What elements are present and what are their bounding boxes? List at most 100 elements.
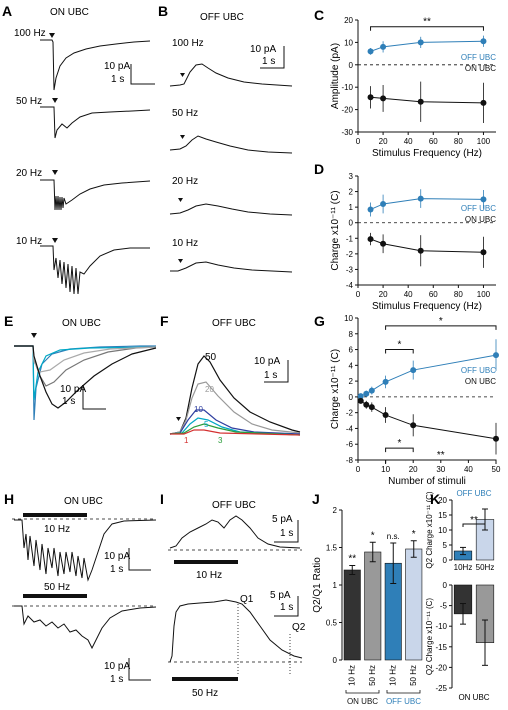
panel-a-letter: A [2,3,12,19]
data-point [480,249,487,256]
trace-e-3 [14,345,157,387]
y-tick-label: 10 [344,314,353,323]
data-point [367,206,374,213]
data-point [480,196,487,203]
data-point [410,422,417,429]
y-tick-label: -5 [440,602,448,611]
scale-i1-pa: 5 pA [272,514,293,525]
data-point [357,393,364,400]
significance-label: * [439,316,443,327]
trace-f-label-20: 20 [205,385,214,394]
trace-label-100hz: 100 Hz [172,38,204,49]
trace-f-label-1: 1 [184,436,189,445]
y-tick-label: 8 [349,330,354,339]
panel-a-title: ON UBC [50,7,89,18]
data-point [493,435,499,442]
y-tick-label: -10 [435,622,447,631]
significance-label: ** [470,515,478,526]
data-point [417,247,424,254]
chart-k2: -25 -20 -15 -10 -5 0 Q2 Charge x10⁻¹¹ (C) ON UB… [425,581,495,702]
stim-bar-50hz [172,677,238,681]
y-tick-label: 15 [438,511,447,520]
scale-bar-a [130,64,155,85]
x-tick-label: 40 [404,290,413,299]
y-tick-label: 10 [344,38,353,47]
data-point [480,99,487,106]
x-tick-label: 100 [477,290,491,299]
trace-e-5 [14,345,157,409]
group-label: OFF UBC [386,697,421,706]
stim-bar-50hz [23,594,87,598]
x-tick-label: 20 [409,465,418,474]
data-point [417,39,424,46]
stim-marker [176,417,181,421]
x-tick-label: 0 [356,290,361,299]
scale-h2-pa: 10 pA [104,661,130,672]
series-line [370,198,484,210]
trace-off-100hz [169,63,293,87]
y-axis-label: Q2/Q1 Ratio [312,557,323,613]
trace-f-50 [169,355,301,435]
stim-label-10hz: 10 Hz [196,570,222,581]
scale-a-s: 1 s [111,74,124,85]
panel-c: C -30 -20 -10 0 10 20 0 20 40 60 80 100 Stimulus Fre… [314,7,496,159]
significance-bracket [385,447,414,453]
trace-label-50hz: 50 Hz [16,96,42,107]
significance-label: ** [423,17,431,28]
x-tick-label: 50 Hz [368,665,377,686]
x-tick-label: 60 [429,290,438,299]
y-axis-label: Charge x10⁻¹¹ (C) [330,190,341,270]
x-axis-label: ON UBC [458,693,489,702]
y-tick-label: 0 [349,393,354,402]
y-tick-label: -4 [346,281,354,290]
y-tick-label: 0 [443,556,448,565]
y-tick-label: -30 [341,128,353,137]
bar [405,548,423,661]
y-tick-label: 20 [344,16,353,25]
x-tick-label: 10Hz [454,563,473,572]
y-tick-label: 6 [349,346,354,355]
trace-on-100hz [40,39,151,91]
trace-on-10hz [40,245,150,295]
trace-f-5 [169,417,301,436]
trace-h-50hz [14,605,157,650]
x-tick-label: 20 [379,137,388,146]
x-tick-label: 20 [379,290,388,299]
scale-bar-i2 [274,596,299,617]
y-tick-label: 10 [438,526,447,535]
trace-off-50hz [169,135,293,154]
y-tick-label: 20 [438,496,447,505]
trace-i-50hz [169,599,303,663]
legend-entry: ON UBC [465,64,496,73]
trace-on-20hz [40,179,151,211]
data-point [367,48,374,55]
panel-b: B OFF UBC 100 Hz 50 Hz 20 Hz 10 Hz 10 pA… [158,3,293,273]
significance-bracket [385,349,414,354]
trace-f-label-5: 5 [204,420,209,429]
scale-bar-i1 [274,520,299,543]
data-point [417,195,424,202]
x-tick-label: 50 [492,465,501,474]
panel-i-letter: I [160,491,164,507]
scale-bar-e [82,387,106,410]
stim-marker [31,333,37,338]
chart-k: 0 5 10 15 20 Q2 Charge x10⁻¹¹ (C) 10Hz 50Hz ** OF… [425,489,494,572]
scale-h1-s: 1 s [110,564,123,575]
panel-e-letter: E [4,313,13,329]
y-tick-label: 2 [349,377,354,386]
group-bracket [386,690,421,694]
scale-i2-s: 1 s [280,602,293,613]
scale-h1-pa: 10 pA [104,551,130,562]
y-tick-label: -2 [346,409,354,418]
panel-b-letter: B [158,3,168,19]
data-point [368,404,375,411]
y-axis-label: Q2 Charge x10⁻¹¹ (C) [425,598,434,675]
x-axis-label: Stimulus Frequency (Hz) [372,148,482,159]
y-tick-label: 0 [333,656,338,665]
y-tick-label: 1 [349,203,354,212]
panel-h-title: ON UBC [64,496,103,507]
chart-c: -30 -20 -10 0 10 20 0 20 40 60 80 100 Stimulus Frequ… [330,16,496,159]
trace-h-10hz [14,519,157,582]
data-point [380,95,387,102]
